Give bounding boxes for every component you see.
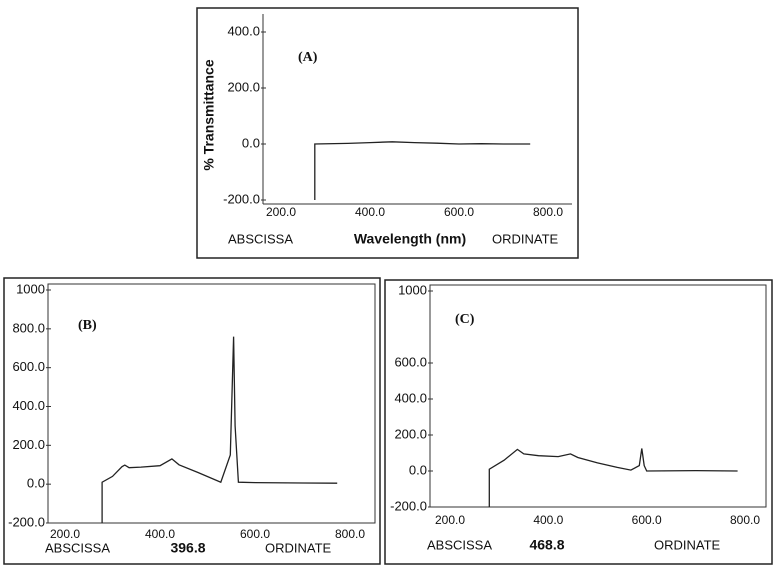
x-tick-label: 400.0 [355, 205, 385, 219]
y-tick-label: 1000 [398, 282, 427, 297]
y-tick-label: 200.0 [227, 79, 260, 94]
abscissa-label: ABSCISSA [427, 537, 492, 552]
x-tick-label: 200.0 [266, 205, 296, 219]
x-tick-label: 200.0 [435, 513, 465, 527]
y-tick-label: 200.0 [394, 426, 427, 441]
panel-label: (B) [78, 318, 97, 333]
panel-label: (A) [298, 50, 318, 65]
y-tick-label: 800.0 [12, 320, 45, 335]
ordinate-label: ORDINATE [265, 540, 332, 555]
spectrum-line [488, 448, 738, 507]
x-tick-label: 800.0 [730, 513, 760, 527]
y-tick-label: 600.0 [394, 354, 427, 369]
panel-frame [196, 7, 579, 259]
x-tick-label: 600.0 [632, 513, 662, 527]
ordinate-label: ORDINATE [492, 231, 559, 246]
y-tick-label: 200.0 [12, 437, 45, 452]
y-tick-label: -200.0 [390, 498, 427, 513]
x-axis-label: Wavelength (nm) [354, 231, 466, 247]
y-tick-label: 600.0 [12, 359, 45, 374]
x-tick-label: 800.0 [335, 527, 365, 541]
panel-frame [3, 277, 381, 565]
plot-frame [429, 284, 767, 508]
y-tick-label: 0.0 [242, 135, 260, 150]
y-tick-label: -200.0 [8, 514, 45, 529]
y-tick-label: 1000 [16, 281, 45, 296]
panel-frame [384, 279, 773, 565]
x-tick-label: 400.0 [145, 527, 175, 541]
readout: 396.8 [170, 540, 205, 556]
y-tick-label: 400.0 [12, 398, 45, 413]
spectrum-line [314, 141, 531, 200]
y-tick-label: 0.0 [409, 462, 427, 477]
readout: 468.8 [529, 537, 564, 553]
y-tick-label: 400.0 [394, 390, 427, 405]
y-axis-label: % Transmittance [201, 59, 217, 170]
abscissa-label: ABSCISSA [45, 540, 110, 555]
x-tick-label: 800.0 [533, 205, 563, 219]
x-tick-label: 600.0 [444, 205, 474, 219]
x-tick-label: 400.0 [533, 513, 563, 527]
x-tick-label: 600.0 [240, 527, 270, 541]
y-tick-label: -200.0 [223, 191, 260, 206]
abscissa-label: ABSCISSA [228, 231, 293, 246]
ordinate-label: ORDINATE [654, 537, 721, 552]
y-tick-label: 0.0 [27, 476, 45, 491]
panel-label: (C) [455, 312, 475, 327]
plot-frame [47, 283, 376, 524]
y-tick-label: 400.0 [227, 23, 260, 38]
spectrum-line [101, 336, 338, 523]
x-tick-label: 200.0 [50, 527, 80, 541]
